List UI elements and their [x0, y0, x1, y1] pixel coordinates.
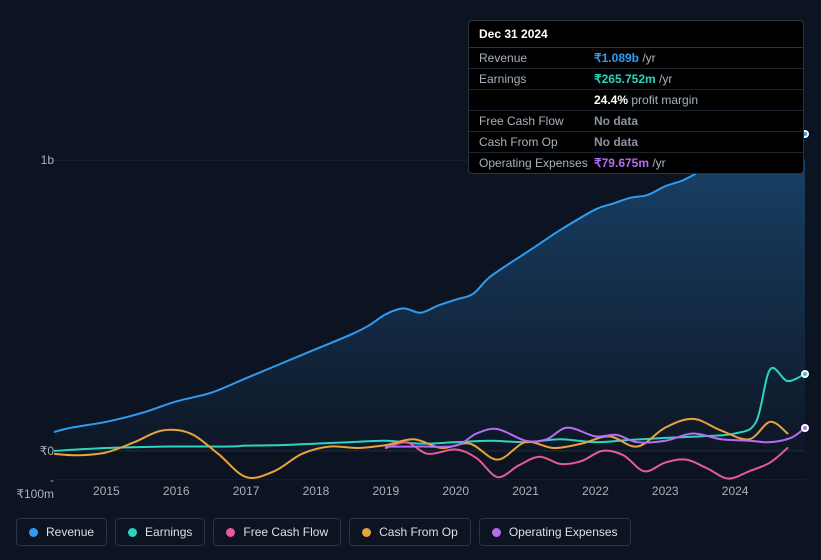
legend-swatch-icon: [226, 528, 235, 537]
legend-label: Revenue: [46, 525, 94, 539]
legend-swatch-icon: [492, 528, 501, 537]
tooltip-row: Free Cash FlowNo data: [469, 111, 803, 132]
tooltip-row: Cash From OpNo data: [469, 132, 803, 153]
tooltip-row: Operating Expenses₹79.675m /yr: [469, 153, 803, 173]
legend-swatch-icon: [362, 528, 371, 537]
x-tick-label: 2022: [582, 484, 609, 498]
legend-swatch-icon: [29, 528, 38, 537]
legend-item[interactable]: Revenue: [16, 518, 107, 546]
tooltip-value: ₹265.752m /yr: [594, 72, 672, 86]
y-tick-label: ₹0: [40, 444, 54, 458]
x-tick-label: 2020: [442, 484, 469, 498]
tooltip-value: 24.4% profit margin: [594, 93, 698, 107]
tooltip-value: No data: [594, 114, 638, 128]
x-tick-label: 2023: [652, 484, 679, 498]
tooltip-row: Earnings₹265.752m /yr: [469, 69, 803, 90]
x-tick-label: 2015: [93, 484, 120, 498]
x-tick-label: 2018: [303, 484, 330, 498]
financial-chart: 1b₹0-₹100m 20152016201720182019202020212…: [16, 160, 805, 500]
legend-label: Operating Expenses: [509, 525, 618, 539]
x-tick-label: 2017: [233, 484, 260, 498]
legend-label: Free Cash Flow: [243, 525, 328, 539]
tooltip-label: Free Cash Flow: [479, 114, 594, 128]
plot-area[interactable]: [54, 160, 805, 480]
y-axis-labels: 1b₹0-₹100m: [16, 160, 54, 480]
tooltip-value: ₹79.675m /yr: [594, 156, 666, 170]
x-tick-label: 2024: [722, 484, 749, 498]
tooltip-label: [479, 93, 594, 107]
x-axis-labels: 2015 2016 2017 2018 2019 2020 2021 2022 2023 2024: [54, 480, 805, 500]
legend-swatch-icon: [128, 528, 137, 537]
x-tick-label: 2019: [372, 484, 399, 498]
legend-item[interactable]: Operating Expenses: [479, 518, 631, 546]
tooltip-date: Dec 31 2024: [469, 21, 803, 48]
series-end-marker: [801, 370, 809, 378]
y-tick-label: 1b: [41, 153, 54, 167]
tooltip-label: Operating Expenses: [479, 156, 594, 170]
chart-tooltip: Dec 31 2024 Revenue₹1.089b /yrEarnings₹2…: [468, 20, 804, 174]
tooltip-label: Revenue: [479, 51, 594, 65]
y-tick-label: -₹100m: [16, 473, 54, 501]
tooltip-value: No data: [594, 135, 638, 149]
legend-label: Earnings: [145, 525, 192, 539]
tooltip-row: Revenue₹1.089b /yr: [469, 48, 803, 69]
series-end-marker: [801, 424, 809, 432]
x-tick-label: 2021: [512, 484, 539, 498]
legend-item[interactable]: Earnings: [115, 518, 205, 546]
legend-item[interactable]: Free Cash Flow: [213, 518, 341, 546]
tooltip-label: Earnings: [479, 72, 594, 86]
tooltip-row: 24.4% profit margin: [469, 90, 803, 111]
legend-label: Cash From Op: [379, 525, 458, 539]
tooltip-value: ₹1.089b /yr: [594, 51, 656, 65]
tooltip-label: Cash From Op: [479, 135, 594, 149]
x-tick-label: 2016: [163, 484, 190, 498]
legend-item[interactable]: Cash From Op: [349, 518, 471, 546]
chart-legend: Revenue Earnings Free Cash Flow Cash From O…: [16, 518, 631, 546]
